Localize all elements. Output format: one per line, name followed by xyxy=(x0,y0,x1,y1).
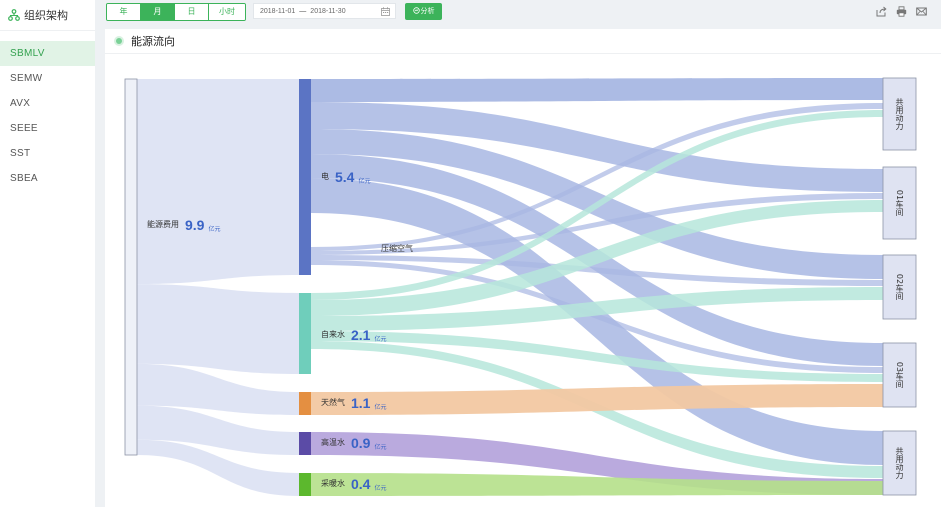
energy-flow-14 xyxy=(311,384,883,415)
export-icon[interactable] xyxy=(876,6,887,17)
target-node-2 xyxy=(882,254,917,320)
energy-gas-value-label: 1.1 xyxy=(351,395,371,411)
energy-elec-unit-label: 亿元 xyxy=(358,177,370,185)
energy-flow-0 xyxy=(311,78,883,102)
energy-flow-16 xyxy=(311,473,883,496)
energy-node-hot xyxy=(299,432,311,455)
sidebar-item-seee[interactable]: SEEE xyxy=(10,123,38,134)
source-flow-gas xyxy=(137,363,299,415)
analyze-button[interactable]: 分析 xyxy=(405,3,442,20)
period-selector: 年 月 日 小时 xyxy=(106,3,246,21)
period-year-button[interactable]: 年 xyxy=(107,4,141,20)
target-node-0 xyxy=(882,77,917,151)
target-node-3 xyxy=(882,342,917,408)
energy-flow-5 xyxy=(311,103,883,251)
source-value-label: 9.9 xyxy=(185,217,205,233)
energy-hot-unit-label: 亿元 xyxy=(374,443,386,451)
panel-title: 能源流向 xyxy=(131,35,175,48)
toolbar: 年 月 日 小时 2018-11-01—2018-11-30 分析 xyxy=(105,2,941,22)
intermediate-label: 压缩空气 xyxy=(381,243,413,253)
panel-title-dot xyxy=(116,38,122,44)
mail-icon[interactable] xyxy=(916,6,927,17)
energy-water-value-label: 2.1 xyxy=(351,327,371,343)
date-start: 2018-11-01 xyxy=(260,8,296,15)
energy-flow-7 xyxy=(311,255,883,286)
target-label-2: 02车间 xyxy=(895,274,904,301)
sidebar-item-semw[interactable]: SEMW xyxy=(10,73,43,84)
target-node-1 xyxy=(882,166,917,240)
energy-flow-11 xyxy=(311,287,883,331)
sidebar-title: 组织架构 xyxy=(24,9,68,22)
target-node-4 xyxy=(882,430,917,496)
sidebar-item-sbmlv[interactable]: SBMLV xyxy=(0,41,95,66)
energy-water-name-label: 自来水 xyxy=(321,329,345,339)
energy-heat-unit-label: 亿元 xyxy=(374,484,386,492)
energy-hot-value-label: 0.9 xyxy=(351,435,371,451)
period-month-button[interactable]: 月 xyxy=(141,4,175,20)
energy-water-unit-label: 亿元 xyxy=(374,335,386,343)
energy-node-heat xyxy=(299,473,311,496)
energy-gas-name-label: 天然气 xyxy=(321,397,345,407)
target-label-3: 03车间 xyxy=(895,362,904,389)
target-label-0: 共用动力 xyxy=(895,98,904,131)
energy-heat-name-label: 采暖水 xyxy=(321,478,345,488)
source-name-label: 能源费用 xyxy=(147,219,179,229)
target-label-4: 共用动力 xyxy=(895,447,904,480)
print-icon[interactable] xyxy=(896,6,907,17)
source-flow-elec xyxy=(137,79,299,285)
energy-node-gas xyxy=(299,392,311,415)
energy-flow-8 xyxy=(311,260,883,373)
energy-flow-4 xyxy=(311,178,883,465)
energy-node-water xyxy=(299,293,311,374)
energy-heat-value-label: 0.4 xyxy=(351,476,371,492)
sidebar: 组织架构 SBMLV SEMW AVX SEEE SST SBEA xyxy=(0,0,95,507)
toolbar-actions xyxy=(876,6,927,17)
energy-elec-name-label: 电 xyxy=(321,171,329,181)
energy-flow-panel: 能源流向 能源费用 9.9 亿元电 5.4 亿元 自来水 2.1 亿元 天然气 1.1 亿元 高温水 0… xyxy=(105,29,941,507)
energy-flow-10 xyxy=(311,200,883,316)
source-flow-water xyxy=(137,284,299,374)
period-day-button[interactable]: 日 xyxy=(175,4,209,20)
sankey-nodes xyxy=(124,77,917,496)
energy-node-elec xyxy=(299,79,311,275)
date-end: 2018-11-30 xyxy=(310,8,346,15)
source-flow-heat xyxy=(137,439,299,496)
target-label-1: 01车间 xyxy=(895,190,904,217)
energy-elec-value-label: 5.4 xyxy=(335,169,355,185)
date-range-input[interactable]: 2018-11-01—2018-11-30 xyxy=(253,3,396,19)
energy-flow-12 xyxy=(311,331,883,382)
energy-hot-name-label: 高温水 xyxy=(321,437,345,447)
sankey-flows xyxy=(137,78,883,496)
energy-flow-15 xyxy=(311,432,883,495)
source-unit-label: 亿元 xyxy=(208,225,220,233)
sidebar-header[interactable]: 组织架构 xyxy=(0,0,95,31)
calendar-icon[interactable] xyxy=(381,7,390,16)
energy-flow-9 xyxy=(311,110,883,300)
energy-gas-unit-label: 亿元 xyxy=(374,403,386,411)
panel-header: 能源流向 xyxy=(105,29,941,54)
sidebar-item-avx[interactable]: AVX xyxy=(10,98,31,109)
sidebar-item-sbea[interactable]: SBEA xyxy=(10,173,38,184)
period-hour-button[interactable]: 小时 xyxy=(209,4,245,20)
source-flow-hot xyxy=(137,405,299,455)
energy-flow-6 xyxy=(311,193,883,255)
analyze-icon xyxy=(412,7,420,14)
sidebar-item-sst[interactable]: SST xyxy=(10,148,31,159)
analyze-label: 分析 xyxy=(420,7,435,15)
energy-flow-1 xyxy=(311,102,883,192)
org-tree-icon xyxy=(8,9,20,21)
date-separator: — xyxy=(299,8,307,15)
source-node xyxy=(124,78,138,456)
